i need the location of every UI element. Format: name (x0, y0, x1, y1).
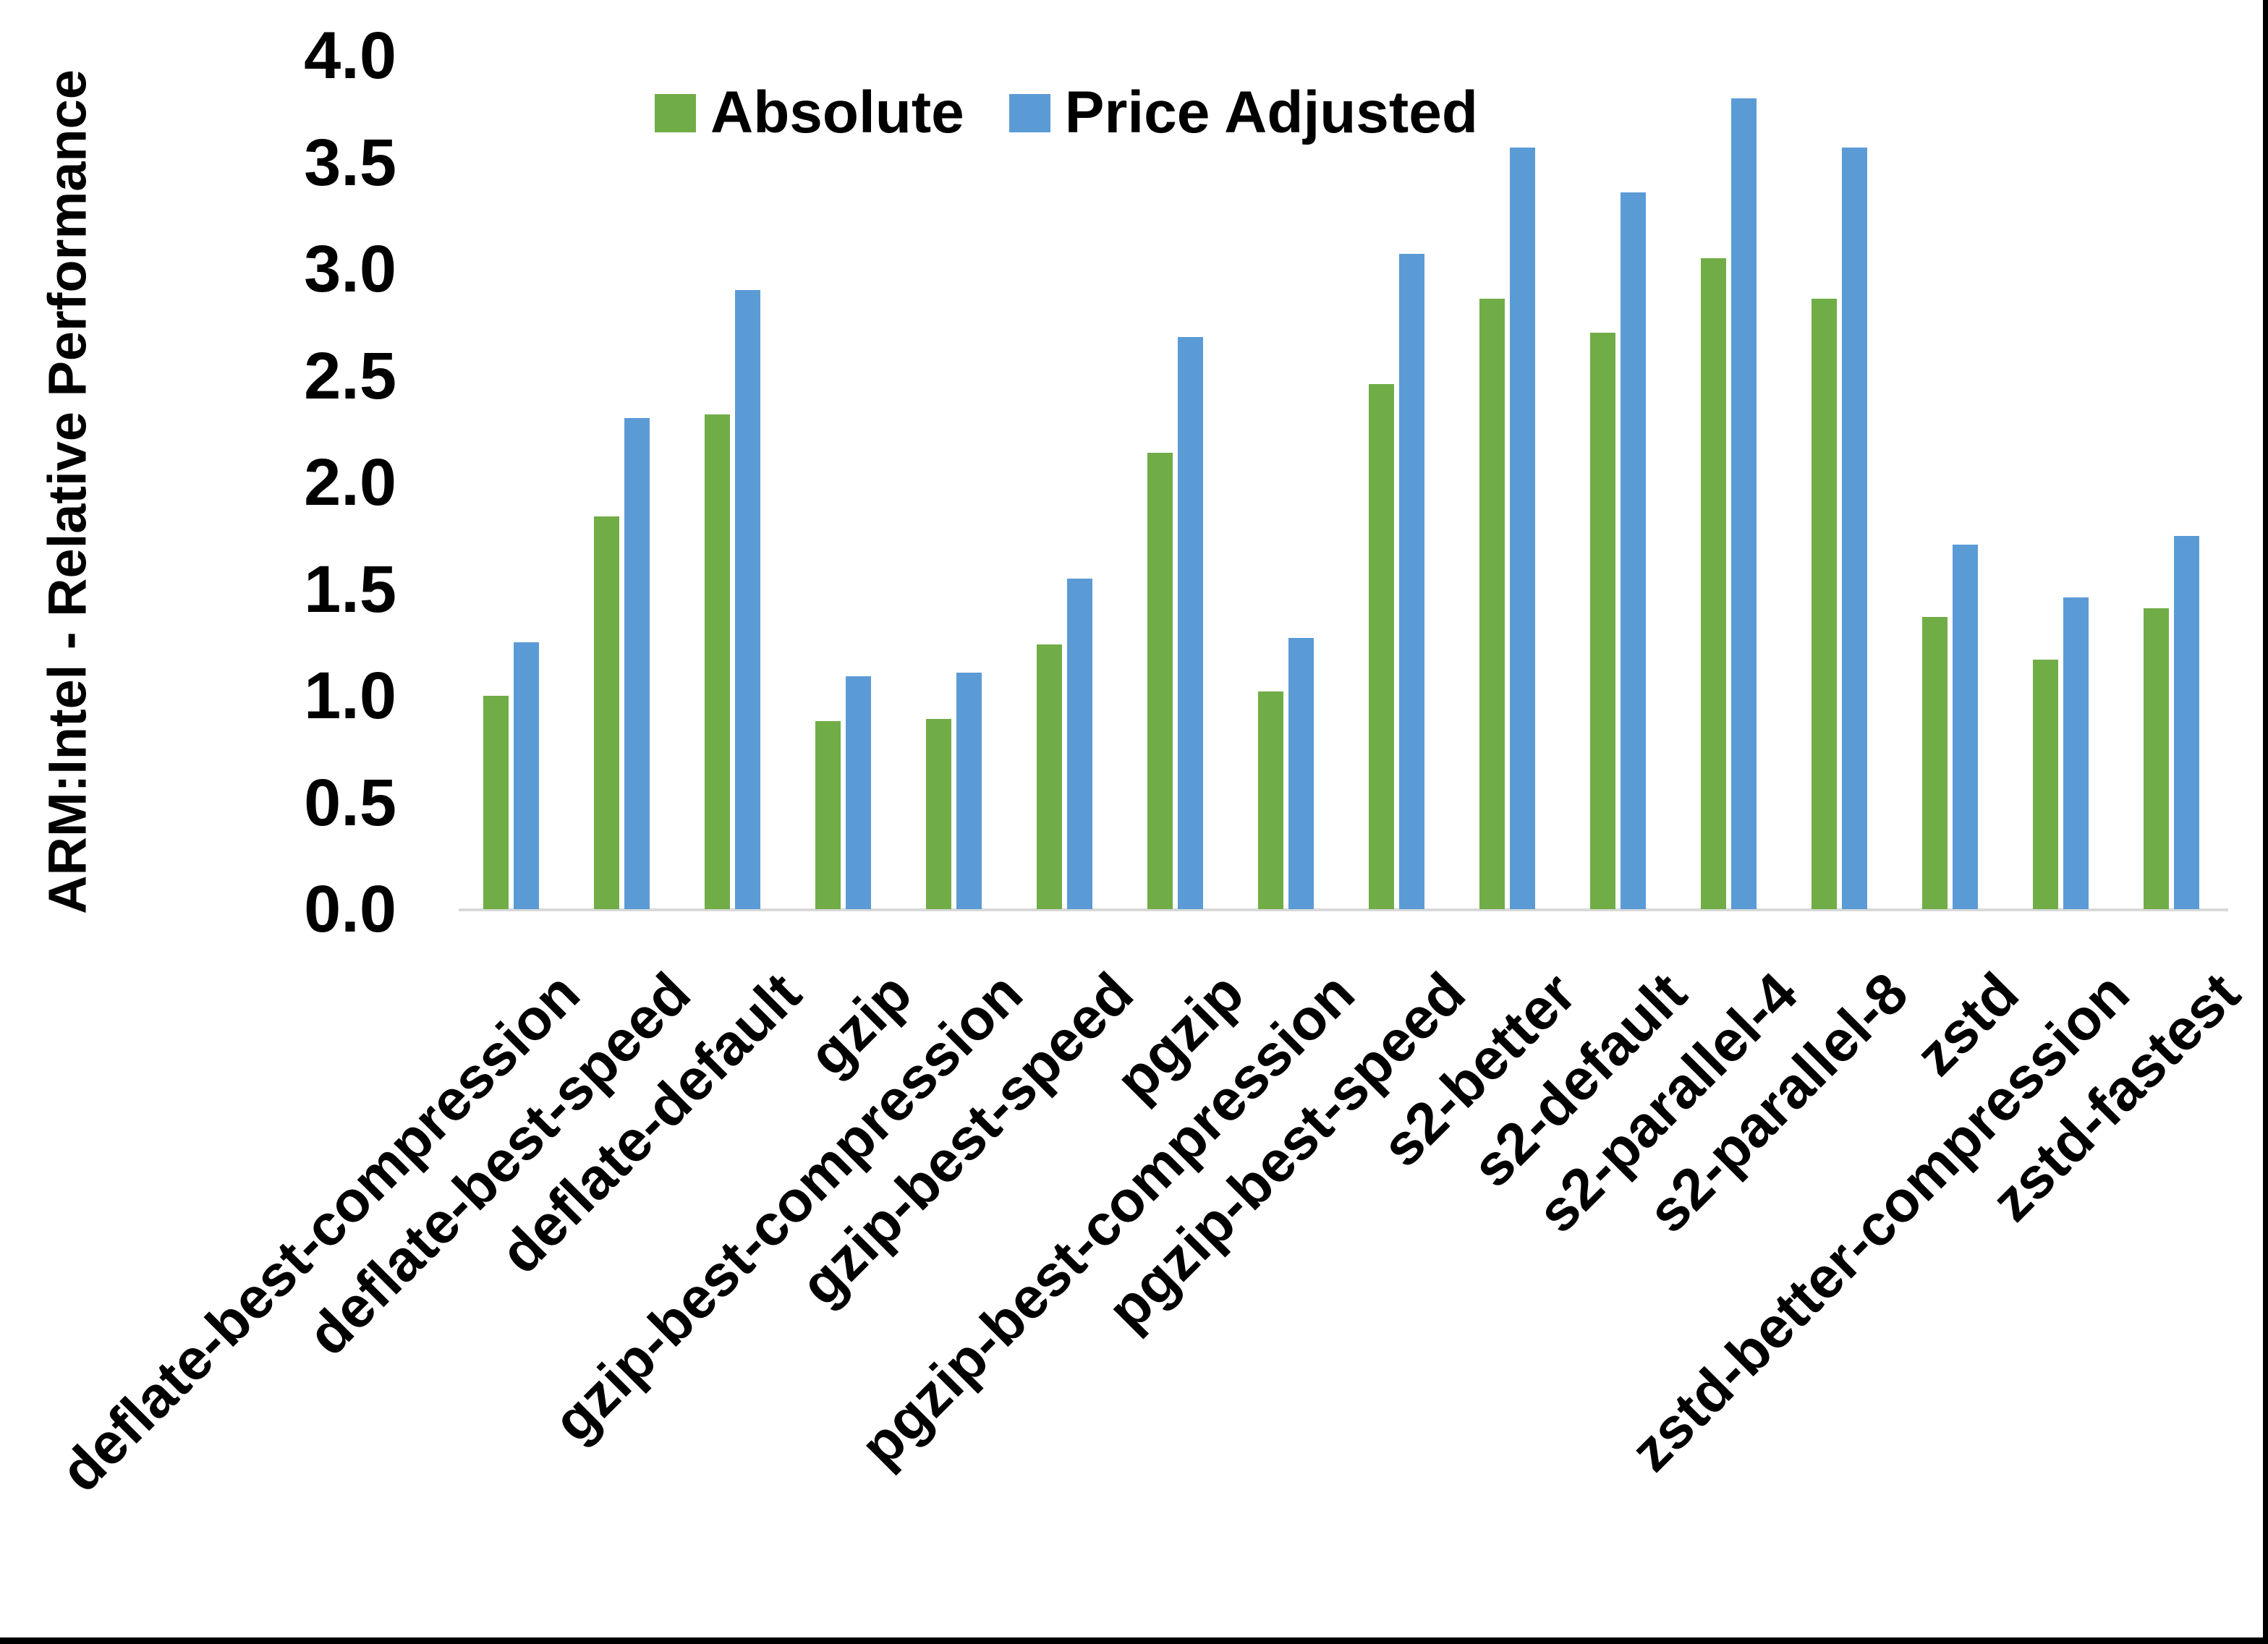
bar-price-adjusted-zstd-fastest (2174, 536, 2199, 909)
bar-absolute-s2-parallel-8 (1812, 299, 1837, 909)
bar-absolute-zstd (1922, 617, 1948, 909)
bar-price-adjusted-gzip-best-speed (1067, 579, 1092, 909)
bar-price-adjusted-pgzip-best-speed (1399, 254, 1424, 909)
y-tick-2.0: 2.0 (304, 446, 396, 519)
window-right-edge (2263, 0, 2268, 1644)
bar-absolute-s2-default (1590, 333, 1615, 909)
bar-absolute-s2-better (1479, 299, 1505, 909)
bar-absolute-pgzip-best-speed (1369, 384, 1394, 909)
bar-price-adjusted-deflate-best-compression (514, 642, 539, 909)
legend-swatch-price-adjusted (1008, 93, 1050, 132)
y-tick-4.0: 4.0 (304, 19, 396, 93)
y-tick-2.5: 2.5 (304, 338, 396, 413)
bar-price-adjusted-gzip (846, 676, 871, 909)
legend-label-price-adjusted: Price Adjusted (1064, 80, 1478, 145)
bar-price-adjusted-s2-better (1510, 148, 1535, 909)
y-tick-3.5: 3.5 (304, 125, 396, 200)
bar-absolute-gzip-best-speed (1037, 644, 1062, 909)
bar-price-adjusted-gzip-best-compression (956, 673, 982, 909)
bar-absolute-pgzip-best-compression (1258, 691, 1283, 909)
bar-price-adjusted-zstd-better-compression (2063, 597, 2089, 909)
y-tick-3.0: 3.0 (304, 232, 396, 306)
bar-price-adjusted-s2-parallel-4 (1731, 98, 1757, 909)
legend-item-price-adjusted: Price Adjusted (1008, 80, 1478, 145)
bar-absolute-s2-parallel-4 (1701, 258, 1726, 909)
window-bottom-edge (0, 1637, 2268, 1644)
bar-price-adjusted-deflate-best-speed (624, 418, 650, 909)
bar-absolute-deflate-best-speed (594, 516, 619, 909)
y-tick-1.5: 1.5 (304, 552, 396, 626)
bar-price-adjusted-zstd (1953, 545, 1978, 909)
y-tick-0.5: 0.5 (304, 765, 396, 840)
legend-label-absolute: Absolute (710, 80, 964, 145)
bar-price-adjusted-pgzip-best-compression (1288, 638, 1314, 909)
legend-swatch-absolute (655, 93, 696, 132)
legend-item-absolute: Absolute (655, 80, 964, 145)
bar-price-adjusted-pgzip (1178, 337, 1203, 909)
legend: Absolute Price Adjusted (655, 80, 1478, 145)
bar-absolute-deflate-best-compression (483, 696, 509, 909)
bar-price-adjusted-s2-default (1621, 192, 1646, 909)
bar-price-adjusted-deflate-default (735, 290, 760, 909)
x-axis-line (459, 908, 2228, 911)
y-tick-1.0: 1.0 (304, 659, 396, 733)
bar-absolute-zstd-fastest (2144, 608, 2169, 909)
bar-absolute-deflate-default (705, 414, 730, 909)
bar-absolute-pgzip (1147, 453, 1173, 909)
bar-price-adjusted-s2-parallel-8 (1842, 148, 1867, 909)
bar-absolute-gzip (815, 721, 841, 909)
bar-absolute-gzip-best-compression (926, 719, 951, 909)
y-axis-title: ARM:Intel - Relative Performance (37, 69, 98, 914)
bar-absolute-zstd-better-compression (2033, 660, 2058, 909)
y-tick-0.0: 0.0 (304, 872, 396, 946)
